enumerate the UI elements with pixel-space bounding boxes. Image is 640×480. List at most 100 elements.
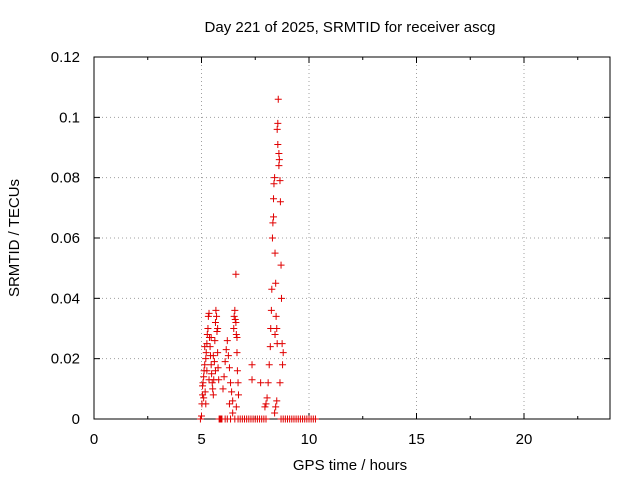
data-point xyxy=(271,174,279,182)
data-point xyxy=(248,361,256,369)
data-point xyxy=(229,409,237,417)
data-point xyxy=(209,391,217,399)
data-point xyxy=(221,358,229,366)
data-point xyxy=(214,325,222,332)
data-point xyxy=(262,415,270,423)
data-point xyxy=(207,361,215,369)
x-tick-label: 20 xyxy=(516,431,533,448)
data-point xyxy=(228,388,236,396)
data-point xyxy=(248,376,256,384)
data-point xyxy=(231,315,239,323)
y-axis-label: SRMTID / TECUs xyxy=(6,179,23,297)
data-point xyxy=(279,349,287,357)
data-point xyxy=(273,325,281,332)
x-tick-labels: 0 5 10 15 20 xyxy=(90,431,533,448)
data-point xyxy=(225,400,233,408)
data-point xyxy=(205,309,213,317)
y-tick-label: 0.04 xyxy=(51,290,80,307)
data-point xyxy=(267,325,275,332)
data-point xyxy=(209,352,217,360)
data-point xyxy=(275,156,283,164)
x-axis-label: GPS time / hours xyxy=(293,457,407,474)
data-point xyxy=(200,373,208,381)
data-point xyxy=(270,195,278,203)
data-point xyxy=(200,394,208,402)
data-point xyxy=(276,198,284,206)
y-tick-label: 0.06 xyxy=(51,230,80,247)
data-point xyxy=(215,376,223,384)
data-point xyxy=(275,150,283,158)
data-point xyxy=(264,379,272,387)
data-point xyxy=(213,312,221,320)
x-tick-label: 10 xyxy=(301,431,318,448)
data-point xyxy=(272,312,280,320)
data-point xyxy=(273,125,281,133)
data-point xyxy=(232,403,240,411)
data-point xyxy=(202,355,210,363)
data-point xyxy=(230,312,238,320)
data-point xyxy=(276,177,284,185)
data-point xyxy=(232,270,240,278)
data-point xyxy=(202,400,210,408)
data-point xyxy=(274,95,282,103)
data-point xyxy=(198,412,205,420)
data-point xyxy=(203,367,211,375)
y-tick-label: 0.08 xyxy=(51,170,80,187)
data-point xyxy=(223,337,231,345)
x-tick-label: 5 xyxy=(197,431,205,448)
data-point xyxy=(270,180,278,188)
data-point xyxy=(219,385,227,393)
data-point xyxy=(272,403,280,411)
data-point xyxy=(211,337,219,345)
data-point xyxy=(276,379,284,387)
data-point xyxy=(199,382,207,390)
data-point xyxy=(232,331,240,339)
data-point xyxy=(196,415,204,423)
data-point xyxy=(261,403,269,411)
data-point xyxy=(209,385,217,393)
data-point xyxy=(233,367,241,375)
data-point xyxy=(222,346,230,354)
data-point xyxy=(271,249,279,257)
data-point xyxy=(265,361,273,369)
data-point xyxy=(275,162,283,170)
data-point xyxy=(263,394,271,402)
y-tick-labels: 0 0.02 0.04 0.06 0.08 0.1 0.12 xyxy=(51,49,80,428)
data-point xyxy=(277,294,285,302)
data-point xyxy=(257,379,265,387)
data-point xyxy=(278,340,286,348)
data-point xyxy=(225,364,233,372)
data-point xyxy=(224,352,232,360)
data-point xyxy=(231,306,239,314)
data-point xyxy=(266,343,274,351)
data-point xyxy=(268,234,276,242)
data-point xyxy=(272,279,280,287)
data-point xyxy=(227,379,235,387)
y-tick-label: 0.12 xyxy=(51,49,80,66)
data-point xyxy=(270,213,278,221)
data-point xyxy=(267,306,275,314)
data-point xyxy=(204,312,212,320)
data-point xyxy=(279,361,287,369)
y-tick-label: 0.02 xyxy=(51,351,80,368)
data-point xyxy=(201,343,209,351)
plot-frame xyxy=(93,56,611,420)
data-point xyxy=(271,331,279,339)
data-point xyxy=(212,306,220,314)
data-point xyxy=(234,391,242,399)
data-point xyxy=(214,349,222,357)
data-point xyxy=(232,318,240,326)
data-point xyxy=(211,367,219,375)
data-point xyxy=(213,328,221,336)
data-point xyxy=(233,334,241,342)
data-point xyxy=(274,119,282,127)
data-point xyxy=(274,140,282,148)
data-point xyxy=(211,318,219,326)
data-point xyxy=(204,325,212,332)
data-point xyxy=(201,388,209,396)
data-point xyxy=(210,358,218,366)
data-point xyxy=(220,373,228,381)
data-point xyxy=(208,370,216,378)
y-tick-label: 0.1 xyxy=(59,109,80,126)
data-point xyxy=(201,361,209,369)
